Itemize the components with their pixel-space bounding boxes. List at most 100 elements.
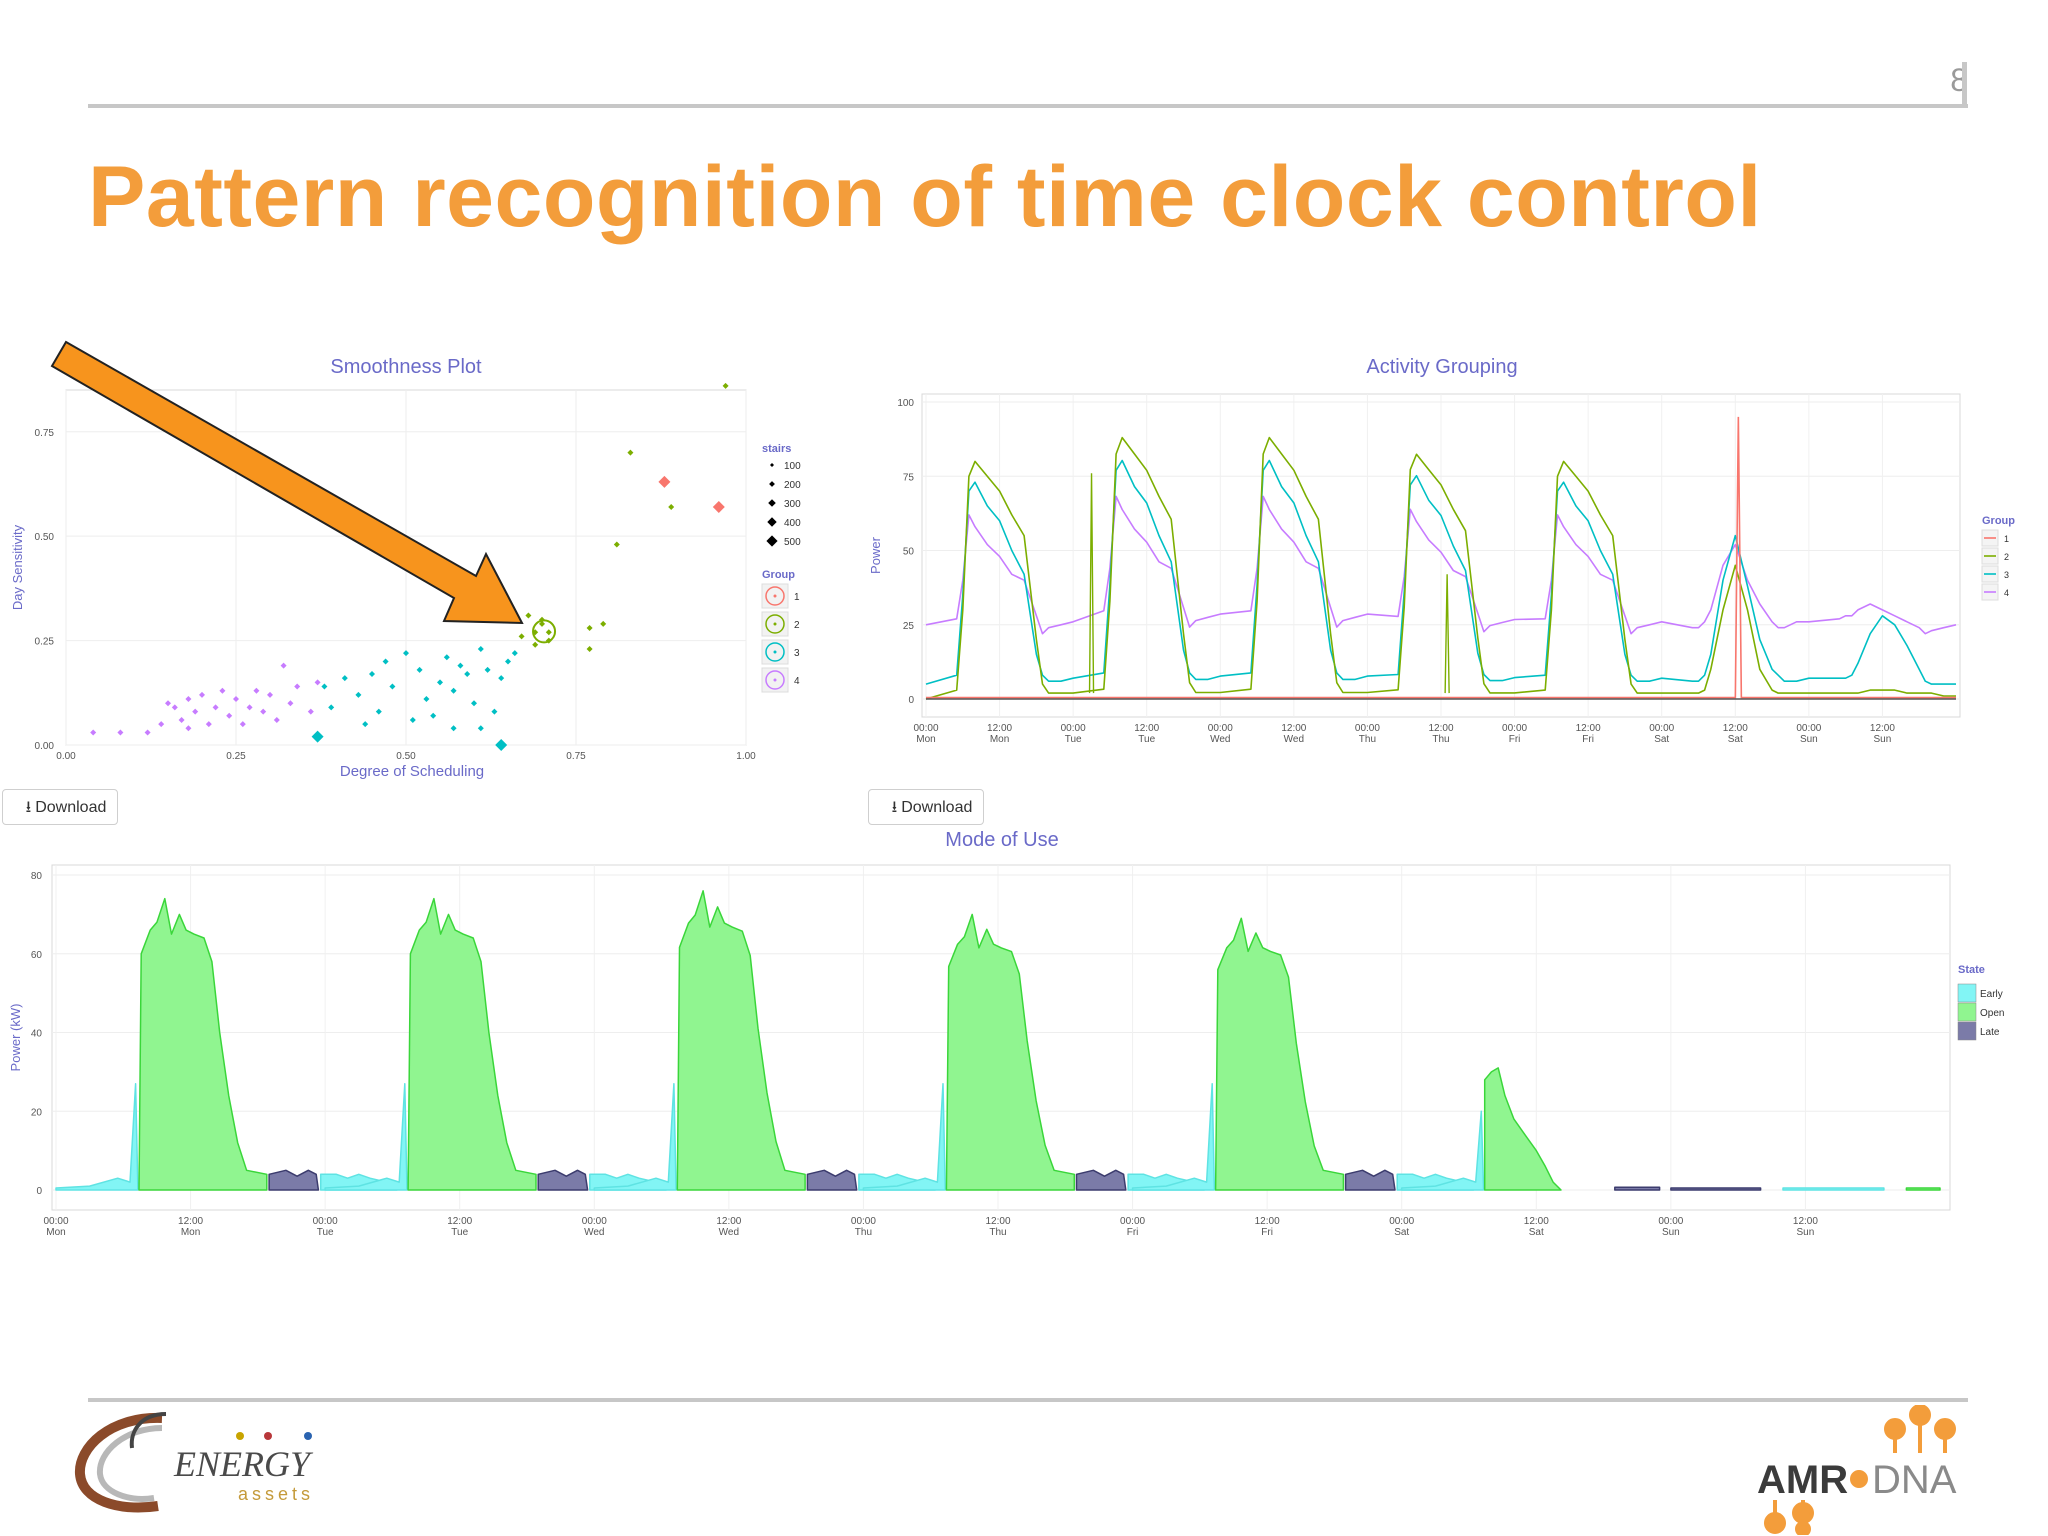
legend-size-symbol — [769, 481, 775, 487]
area-open — [138, 897, 268, 1191]
legend-size-label: 500 — [784, 537, 801, 548]
x-tick-label: 12:00 — [1281, 723, 1306, 734]
scatter-point — [287, 700, 294, 707]
scatter-point — [253, 687, 260, 694]
amr-dna-logo: AMR DNA — [1757, 1405, 1957, 1535]
x-tick-label: Thu — [1432, 734, 1449, 745]
logo-amr-word: AMR — [1757, 1458, 1848, 1502]
scatter-point — [457, 662, 464, 669]
y-tick-label: 75 — [903, 472, 915, 483]
scatter-point — [586, 645, 593, 652]
scatter-point — [369, 671, 375, 677]
x-tick-label: Mon — [46, 1227, 65, 1238]
energy-assets-logo: ENERGY assets — [74, 1412, 314, 1513]
area-open — [407, 897, 537, 1191]
x-tick-label: Sun — [1662, 1227, 1680, 1238]
scatter-point — [498, 675, 505, 682]
scatter-point — [477, 725, 484, 732]
area-early — [593, 1082, 677, 1191]
scatter-point — [233, 696, 239, 703]
scatter-point — [260, 708, 267, 715]
x-tick-label: 12:00 — [716, 1216, 741, 1227]
scatter-point — [178, 716, 185, 723]
scatter-point — [117, 729, 124, 736]
scatter-point — [722, 382, 729, 389]
x-tick-label: 0.75 — [566, 751, 586, 762]
scatter-point — [409, 716, 416, 723]
x-tick-label: 00:00 — [1355, 723, 1380, 734]
x-tick-label: Fri — [1509, 734, 1521, 745]
x-tick-label: Mon — [990, 734, 1009, 745]
smoothness-download-button[interactable]: ⭳ Download — [2, 789, 118, 825]
y-tick-label: 0 — [36, 1186, 42, 1197]
legend-ring — [765, 614, 785, 634]
scatter-point — [314, 679, 321, 686]
scatter-point — [495, 739, 508, 751]
scatter-point — [246, 704, 253, 711]
mode-title: Mode of Use — [945, 829, 1059, 851]
scatter-point — [321, 683, 328, 690]
y-tick-label: 50 — [903, 547, 915, 558]
x-tick-label: 00:00 — [851, 1216, 876, 1227]
logo-dna-word: DNA — [1872, 1458, 1957, 1502]
x-tick-label: 12:00 — [447, 1216, 472, 1227]
y-tick-label: 0 — [908, 695, 914, 706]
scatter-point — [539, 620, 545, 627]
x-tick-label: 00:00 — [582, 1216, 607, 1227]
area-early — [1131, 1082, 1216, 1191]
y-tick-label: 0.75 — [35, 428, 55, 439]
x-tick-label: Fri — [1127, 1227, 1139, 1238]
area-late — [1344, 1169, 1396, 1191]
legend-group-label: 1 — [2004, 534, 2009, 544]
scatter-point — [477, 645, 484, 652]
slide-title: Pattern recognition of time clock contro… — [88, 149, 1762, 245]
y-tick-label: 80 — [31, 871, 43, 882]
y-axis-label: Power (kW) — [8, 1004, 23, 1072]
activity-download-button[interactable]: ⭳ Download — [868, 789, 984, 825]
scatter-point — [382, 658, 389, 665]
scatter-point — [239, 721, 246, 728]
scatter-point — [525, 612, 532, 619]
x-tick-label: 12:00 — [987, 723, 1012, 734]
area-early — [1400, 1110, 1485, 1191]
scatter-point — [185, 696, 192, 703]
x-tick-label: 00:00 — [313, 1216, 338, 1227]
legend-state-label: Early — [1980, 989, 2003, 1000]
scatter-point — [437, 679, 443, 686]
scatter-point — [658, 475, 671, 488]
smoothness-chart: 0.00 0.25 0.50 0.75 1.00 0.00 0.25 0.50 0.75 Degr… — [10, 382, 801, 780]
area-late — [806, 1169, 858, 1191]
legend-size-label: 100 — [784, 461, 801, 472]
x-tick-label: 12:00 — [178, 1216, 203, 1227]
legend-title: stairs — [762, 443, 791, 455]
legend-group-label: 4 — [2004, 588, 2009, 598]
scatter-point — [464, 671, 471, 677]
x-tick-label: Sun — [1800, 734, 1818, 745]
y-tick-label: 20 — [31, 1107, 43, 1118]
x-tick-label: Sat — [1728, 734, 1743, 745]
scatter-point — [144, 729, 151, 736]
scatter-point — [627, 449, 634, 456]
x-tick-label: 12:00 — [985, 1216, 1010, 1227]
scatter-point — [450, 725, 457, 732]
legend-dot — [773, 650, 777, 654]
series-spike-group-2 — [1088, 473, 1095, 694]
area-open — [1214, 917, 1345, 1191]
y-tick-label: 40 — [31, 1029, 43, 1040]
scatter-point — [484, 666, 491, 673]
scatter-point — [471, 700, 477, 707]
scatter-point — [505, 658, 511, 665]
download-label: Download — [901, 799, 973, 816]
x-tick-label: 00:00 — [1649, 723, 1674, 734]
x-tick-label: 12:00 — [1524, 1216, 1549, 1227]
area-early — [1782, 1187, 1885, 1191]
series-line-group-2 — [925, 436, 1956, 700]
highlight-ring — [532, 619, 557, 644]
scatter-point — [192, 708, 199, 715]
x-tick-label: Sat — [1654, 734, 1669, 745]
scatter-point — [423, 696, 430, 703]
download-icon: ⭳ — [891, 799, 898, 816]
x-tick-label: Tue — [451, 1227, 468, 1238]
activity-title: Activity Grouping — [1366, 356, 1518, 378]
scatter-point — [294, 683, 301, 690]
